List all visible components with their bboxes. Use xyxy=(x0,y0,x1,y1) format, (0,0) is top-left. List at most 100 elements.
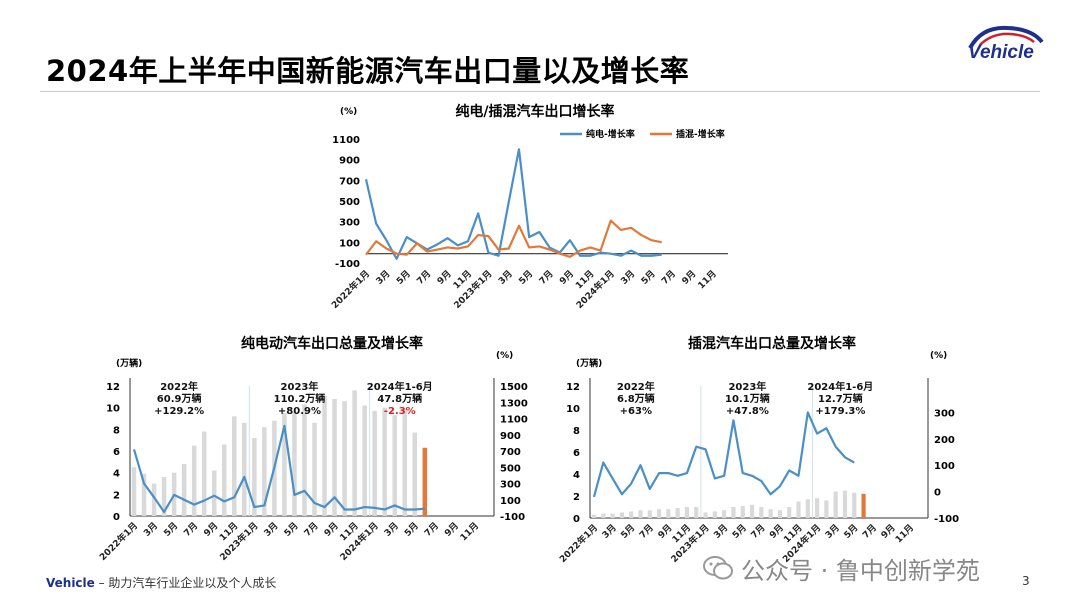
y-left-tick-label: 2 xyxy=(113,490,120,501)
y-left-tick-label: 6 xyxy=(113,447,120,458)
bar xyxy=(675,508,680,518)
x-tick-label: 7月 xyxy=(659,268,678,287)
growth-rate-line xyxy=(592,411,855,498)
bar xyxy=(768,509,773,518)
annotation-text: +47.8% xyxy=(726,406,769,417)
bar xyxy=(749,504,755,518)
y-right-tick-label: 300 xyxy=(934,408,955,419)
x-tick-label: 5月 xyxy=(517,268,536,287)
y-left-tick-label: 10 xyxy=(566,404,580,415)
legend-label: 插混-增长率 xyxy=(676,128,725,140)
y-right-tick-label: 1100 xyxy=(500,415,528,426)
bar xyxy=(703,512,708,518)
bar xyxy=(842,490,848,518)
y-right-tick-label: 700 xyxy=(500,447,521,458)
bar xyxy=(322,395,327,516)
bar xyxy=(362,405,367,516)
bar xyxy=(647,510,652,518)
y-left-tick-label: 12 xyxy=(566,382,580,393)
wechat-label: 公众号 · 鲁中创新学苑 xyxy=(741,556,980,585)
annotation-text: 6.8万辆 xyxy=(617,392,655,405)
y-left-tick-label: 4 xyxy=(113,469,120,480)
x-tick-label: 5月 xyxy=(842,522,861,541)
annotation-text: 2023年 xyxy=(728,380,766,393)
x-tick-label: 7月 xyxy=(415,268,434,287)
bar xyxy=(694,507,699,518)
y-right-tick-label: 500 xyxy=(500,463,521,474)
annotation-text: 12.7万辆 xyxy=(818,392,863,405)
page-title: 2024年上半年中国新能源汽车出口量以及增长率 xyxy=(46,54,690,88)
bar xyxy=(402,408,408,516)
x-tick-label: 5月 xyxy=(619,522,638,541)
y-left-tick-label: 8 xyxy=(113,425,120,436)
y-right-tick-label: 900 xyxy=(500,431,521,442)
annotation-text: +80.9% xyxy=(278,406,321,417)
legend-label: 纯电-增长率 xyxy=(586,128,635,140)
x-tick-label: 3月 xyxy=(374,268,393,287)
bar xyxy=(619,512,624,518)
wechat-icon xyxy=(703,556,733,580)
y-left-unit: (万辆) xyxy=(116,357,142,369)
bar xyxy=(131,467,137,516)
y-tick-label: 1100 xyxy=(332,135,360,146)
x-tick-label: 3月 xyxy=(712,522,731,541)
bar xyxy=(221,444,227,516)
y-right-tick-label: 100 xyxy=(500,496,521,507)
x-tick-label: 7月 xyxy=(749,522,768,541)
y-left-tick-label: 4 xyxy=(573,470,580,481)
bar xyxy=(332,399,337,516)
y-right-tick-label: -100 xyxy=(934,514,959,525)
x-tick-label: 5月 xyxy=(639,268,658,287)
x-tick-label: 5月 xyxy=(730,522,749,541)
bar xyxy=(141,473,147,516)
x-tick-label: 3月 xyxy=(262,520,281,539)
x-tick-label: 5月 xyxy=(282,520,301,539)
y-left-tick-label: 12 xyxy=(106,382,120,393)
x-tick-label: 11月 xyxy=(696,268,719,291)
bar xyxy=(824,500,829,518)
annotation-text: +179.3% xyxy=(815,406,865,417)
annotation-text: 2024年1-6月 xyxy=(807,380,873,393)
annotation-text: 2023年 xyxy=(281,380,319,393)
x-tick-label: 3月 xyxy=(823,522,842,541)
bar xyxy=(232,416,237,516)
bar xyxy=(312,422,317,516)
x-tick-label: 2022年1月 xyxy=(329,268,372,311)
bar xyxy=(666,509,671,518)
y-right-unit: (%) xyxy=(496,351,513,361)
y-right-tick-label: 1300 xyxy=(500,398,528,409)
x-tick-label: 3月 xyxy=(619,268,638,287)
bar xyxy=(712,511,717,518)
bar xyxy=(656,509,662,518)
x-tick-label: 7月 xyxy=(182,520,201,539)
y-left-tick-label: 10 xyxy=(106,404,120,415)
footer: Vehicle – 助力汽车行业企业以及个人成长 xyxy=(46,576,277,590)
bar xyxy=(591,514,597,518)
x-tick-label: 11月 xyxy=(458,520,481,543)
bar xyxy=(815,498,820,518)
growth-rate-chart: 纯电/插混汽车出口增长率 (%) -100 100 300 500 700 900 1100 20… xyxy=(329,103,728,311)
bar-highlight xyxy=(422,447,428,516)
logo-text: Vehicle xyxy=(968,42,1034,63)
bar xyxy=(833,491,838,518)
y-tick-label: 700 xyxy=(339,176,360,187)
x-tick-label: 7月 xyxy=(422,520,441,539)
series-line-bev xyxy=(364,148,662,260)
x-tick-label: 2022年1月 xyxy=(557,522,600,565)
bar xyxy=(302,404,307,516)
bar xyxy=(211,470,217,516)
annotation-text: 2022年 xyxy=(160,380,198,393)
bar xyxy=(181,464,187,516)
y-right-unit: (%) xyxy=(930,351,947,361)
bar xyxy=(684,507,690,518)
growth-rate-line xyxy=(132,424,425,514)
bar xyxy=(787,507,792,518)
x-tick-label: 5月 xyxy=(402,520,421,539)
series-line-phev xyxy=(365,219,662,258)
chart-title: 纯电动汽车出口总量及增长率 xyxy=(241,335,423,352)
y-tick-label: 900 xyxy=(339,156,360,167)
x-tick-label: 7月 xyxy=(537,268,556,287)
y-left-tick-label: 6 xyxy=(573,448,580,459)
x-tick-label: 3月 xyxy=(382,520,401,539)
chart-title: 插混汽车出口总量及增长率 xyxy=(688,335,856,352)
